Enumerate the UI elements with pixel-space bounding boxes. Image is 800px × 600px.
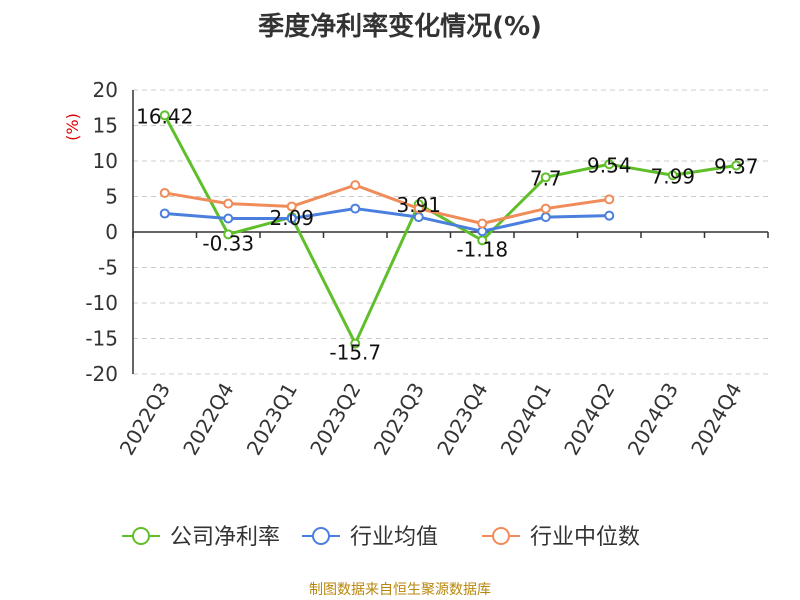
x-tick-label: 2022Q3 <box>115 379 175 460</box>
data-point <box>477 226 488 237</box>
x-tick-label: 2023Q4 <box>432 379 492 460</box>
data-point <box>604 210 615 221</box>
y-tick-label: -10 <box>85 291 118 315</box>
y-tick-label: -5 <box>98 256 118 280</box>
series-line-0 <box>163 114 737 345</box>
y-axis-label: (%) <box>63 113 82 141</box>
source-note: 制图数据来自恒生聚源数据库 <box>309 582 491 598</box>
data-point <box>477 218 488 229</box>
data-point <box>223 229 234 240</box>
data-label: -0.33 <box>202 231 254 255</box>
series-line-2 <box>164 183 610 225</box>
data-point <box>540 172 551 183</box>
data-label: 9.54 <box>587 153 632 177</box>
grid-lines <box>133 89 768 375</box>
y-tick-label: -15 <box>85 327 118 351</box>
data-point <box>350 180 361 191</box>
legend-label: 行业中位数 <box>530 525 640 550</box>
data-label: 2.09 <box>269 206 314 230</box>
data-point <box>223 213 234 224</box>
legend-swatch-marker <box>312 527 330 545</box>
y-tick-label: 0 <box>105 220 118 244</box>
y-tick-label: -20 <box>85 362 118 386</box>
y-tick-label: 20 <box>93 78 118 102</box>
data-label: -1.18 <box>456 237 508 261</box>
axes: 20 15 10 5 0 -5 -10 -15 -20 (%) 2022Q3 2022Q4 2023Q1… <box>63 78 769 460</box>
data-point <box>223 198 234 209</box>
data-point <box>604 194 615 205</box>
data-point <box>540 212 551 223</box>
data-label: 9.37 <box>714 154 759 178</box>
data-point <box>731 160 742 171</box>
series-lines <box>159 110 742 349</box>
data-point <box>350 338 361 349</box>
data-point <box>286 201 297 212</box>
legend-swatch-marker <box>492 527 510 545</box>
series-line-1 <box>164 207 610 233</box>
legend: 公司净利率 行业均值 行业中位数 <box>122 525 640 550</box>
data-point <box>286 213 297 224</box>
data-label: 16.42 <box>136 104 193 128</box>
data-point <box>159 110 170 121</box>
data-point <box>667 170 678 181</box>
legend-label: 公司净利率 <box>170 525 280 550</box>
x-tick-label: 2024Q1 <box>496 379 556 460</box>
y-tick-label: 5 <box>105 185 118 209</box>
data-point <box>604 159 615 170</box>
x-tick-label: 2023Q3 <box>369 379 429 460</box>
data-label: 3.91 <box>396 193 441 217</box>
data-label: 7.7 <box>530 166 562 190</box>
line-chart: 20 15 10 5 0 -5 -10 -15 -20 (%) 2022Q3 2022Q4 2023Q1… <box>63 78 769 550</box>
x-tick-label: 2023Q1 <box>242 379 302 460</box>
x-tick-label: 2024Q3 <box>623 379 683 460</box>
data-label: -15.7 <box>329 340 381 364</box>
legend-label: 行业均值 <box>350 525 438 550</box>
x-tick-label: 2023Q2 <box>305 379 365 460</box>
data-point <box>413 203 424 214</box>
data-point <box>159 208 170 219</box>
x-tick-label: 2024Q2 <box>559 379 619 460</box>
y-tick-label: 15 <box>93 114 118 138</box>
data-labels: 16.42 -0.33 2.09 -15.7 3.91 -1.18 7.7 9.54 7.99 9… <box>136 104 758 364</box>
data-point <box>350 203 361 214</box>
data-point <box>540 203 551 214</box>
data-point <box>159 187 170 198</box>
x-tick-label: 2022Q4 <box>178 379 238 460</box>
y-tick-label: 10 <box>93 149 118 173</box>
data-point <box>477 235 488 246</box>
data-label: 7.99 <box>650 164 695 188</box>
x-tick-label: 2024Q4 <box>686 379 746 460</box>
chart-title: 季度净利率变化情况(%) <box>258 12 542 42</box>
legend-swatch-marker <box>132 527 150 545</box>
